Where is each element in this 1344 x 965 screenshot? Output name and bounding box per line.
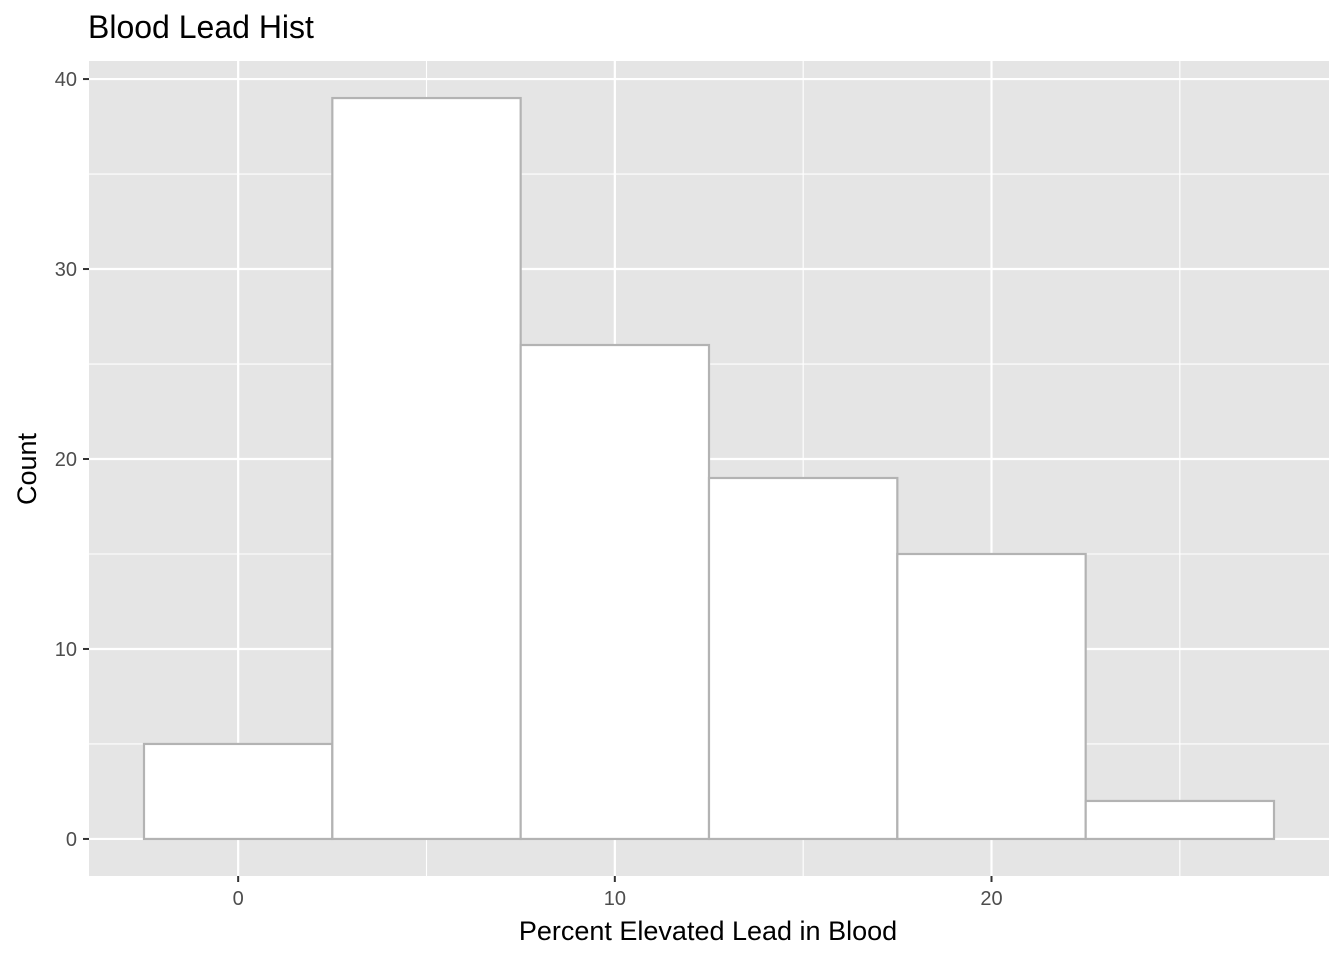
y-tick-label: 30 [55,259,77,281]
histogram-bar [896,552,1087,841]
histogram-bar [707,476,899,841]
x-axis-title: Percent Elevated Lead in Blood [519,916,897,946]
y-tick-label: 40 [55,69,77,91]
y-tick-label: 0 [66,829,77,851]
histogram-bar [142,742,334,841]
histogram-bar [1084,799,1276,841]
y-tick-label: 10 [55,639,77,661]
histogram-bars [142,96,1276,841]
histogram-bar [331,96,522,841]
histogram-bar [519,343,711,841]
y-axis-title: Count [12,432,42,505]
x-tick-label: 0 [233,888,244,910]
x-axis: 0 10 20 [233,876,1003,910]
y-tick-label: 20 [55,449,77,471]
x-tick-label: 20 [980,888,1002,910]
y-axis: 0 10 20 30 40 [55,69,89,851]
chart-title: Blood Lead Hist [88,9,314,45]
x-tick-label: 10 [604,888,626,910]
